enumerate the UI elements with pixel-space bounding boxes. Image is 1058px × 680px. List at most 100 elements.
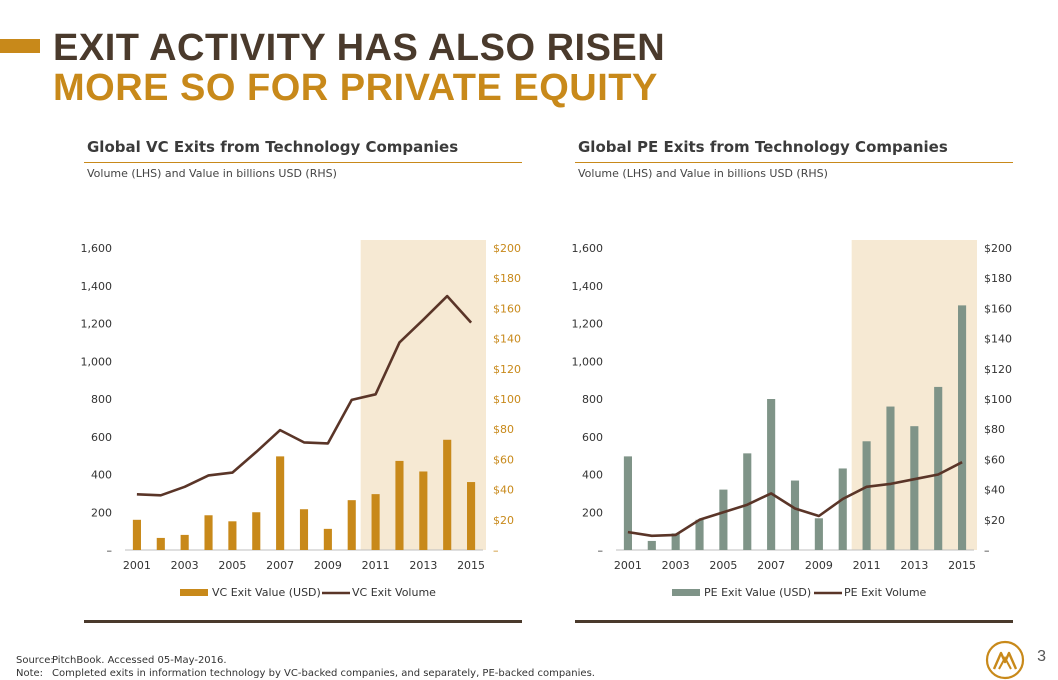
left-axis-tick-label: 1,400 xyxy=(572,280,604,293)
left-axis-tick-label: 600 xyxy=(582,431,603,444)
legend-label-volume: PE Exit Volume xyxy=(844,586,927,599)
bar xyxy=(695,519,704,550)
bar xyxy=(719,489,728,550)
left-axis-tick-label: – xyxy=(598,544,604,557)
bar xyxy=(886,406,895,550)
x-axis-tick-label: 2003 xyxy=(662,559,690,572)
vc-chart-subtitle: Volume (LHS) and Value in billions USD (… xyxy=(87,167,337,180)
legend-label-value: VC Exit Value (USD) xyxy=(212,586,321,599)
vc-chart-title: Global VC Exits from Technology Companie… xyxy=(87,138,459,156)
right-axis-tick-label: $120 xyxy=(493,363,521,376)
bar xyxy=(671,533,680,550)
source-note: Source:PitchBook. Accessed 05-May-2016. xyxy=(16,655,227,666)
title-accent-bar xyxy=(0,39,40,53)
volume-line xyxy=(136,294,473,497)
x-axis-tick-label: 2013 xyxy=(900,559,928,572)
left-axis-tick-label: 800 xyxy=(582,393,603,406)
left-axis-tick-label: 1,000 xyxy=(81,355,113,368)
right-axis-tick-label: $20 xyxy=(984,514,1005,527)
right-axis-tick-label: $80 xyxy=(984,423,1005,436)
right-axis-tick-label: – xyxy=(493,544,499,557)
bar xyxy=(419,471,428,550)
pe-chart-subtitle: Volume (LHS) and Value in billions USD (… xyxy=(578,167,828,180)
note-label: Note: xyxy=(16,668,44,679)
vc-bottom-rule xyxy=(84,620,522,623)
left-axis-tick-label: 1,600 xyxy=(572,242,604,255)
x-axis-tick-label: 2007 xyxy=(266,559,294,572)
pe-bottom-rule xyxy=(575,620,1013,623)
right-axis-tick-label: $140 xyxy=(493,333,521,346)
left-axis-tick-label: 400 xyxy=(582,469,603,482)
pe-title-rule xyxy=(575,162,1013,163)
left-axis-tick-label: 600 xyxy=(91,431,112,444)
bar xyxy=(371,494,380,550)
right-axis-tick-label: $80 xyxy=(493,423,514,436)
bar xyxy=(443,439,452,550)
left-axis-tick-label: 1,400 xyxy=(81,280,113,293)
bar xyxy=(958,305,967,550)
bar xyxy=(790,480,800,550)
right-axis-tick-label: $120 xyxy=(984,363,1012,376)
bar xyxy=(204,515,213,550)
bar xyxy=(299,509,309,550)
right-axis-tick-label: $40 xyxy=(493,484,514,497)
left-axis-tick-label: 1,200 xyxy=(81,318,113,331)
source-label: Source: xyxy=(16,655,54,666)
right-axis-tick-label: $60 xyxy=(984,453,1005,466)
right-axis-tick-label: $20 xyxy=(493,514,514,527)
right-axis-tick-label: $180 xyxy=(984,272,1012,285)
x-axis-tick-label: 2001 xyxy=(614,559,642,572)
bar xyxy=(132,519,141,550)
bar xyxy=(814,518,823,550)
x-axis-tick-label: 2013 xyxy=(409,559,437,572)
right-axis-tick-label: $200 xyxy=(493,242,521,255)
page-title: EXIT ACTIVITY HAS ALSO RISEN xyxy=(53,27,666,69)
right-axis-tick-label: $100 xyxy=(984,393,1012,406)
legend-swatch-bar xyxy=(180,589,208,596)
left-axis-tick-label: 200 xyxy=(91,506,112,519)
right-axis-tick-label: – xyxy=(984,544,990,557)
bar xyxy=(228,521,237,550)
source-text: PitchBook. Accessed 05-May-2016. xyxy=(52,655,227,666)
bar xyxy=(838,468,847,550)
right-axis-tick-label: $160 xyxy=(984,302,1012,315)
x-axis-tick-label: 2007 xyxy=(757,559,785,572)
left-axis-tick-label: 800 xyxy=(91,393,112,406)
bar xyxy=(323,528,332,550)
left-axis-tick-label: – xyxy=(107,544,113,557)
left-axis-tick-label: 400 xyxy=(91,469,112,482)
right-axis-tick-label: $160 xyxy=(493,302,521,315)
x-axis-tick-label: 2001 xyxy=(123,559,151,572)
x-axis-tick-label: 2009 xyxy=(805,559,833,572)
right-axis-tick-label: $200 xyxy=(984,242,1012,255)
left-axis-tick-label: 1,600 xyxy=(81,242,113,255)
right-axis-tick-label: $100 xyxy=(493,393,521,406)
bar xyxy=(467,482,476,550)
bar xyxy=(180,534,189,550)
x-axis-tick-label: 2009 xyxy=(314,559,342,572)
right-axis-tick-label: $40 xyxy=(984,484,1005,497)
vc-title-rule xyxy=(84,162,522,163)
legend-swatch-bar xyxy=(672,589,700,596)
bar xyxy=(647,540,656,550)
bar xyxy=(743,453,752,550)
note-text: Completed exits in information technolog… xyxy=(52,668,595,679)
page-number: 3 xyxy=(1037,648,1046,665)
left-axis-tick-label: 1,200 xyxy=(572,318,604,331)
x-axis-tick-label: 2003 xyxy=(171,559,199,572)
right-axis-tick-label: $180 xyxy=(493,272,521,285)
bar xyxy=(862,441,871,550)
bar xyxy=(156,537,165,550)
left-axis-tick-label: 1,000 xyxy=(572,355,604,368)
x-axis-tick-label: 2005 xyxy=(218,559,246,572)
x-axis-tick-label: 2015 xyxy=(457,559,485,572)
bar xyxy=(276,456,285,550)
x-axis-tick-label: 2011 xyxy=(853,559,881,572)
mountain-logo-icon xyxy=(985,640,1025,680)
bar xyxy=(395,460,404,550)
bar xyxy=(910,426,919,550)
x-axis-tick-label: 2005 xyxy=(709,559,737,572)
right-axis-tick-label: $140 xyxy=(984,333,1012,346)
